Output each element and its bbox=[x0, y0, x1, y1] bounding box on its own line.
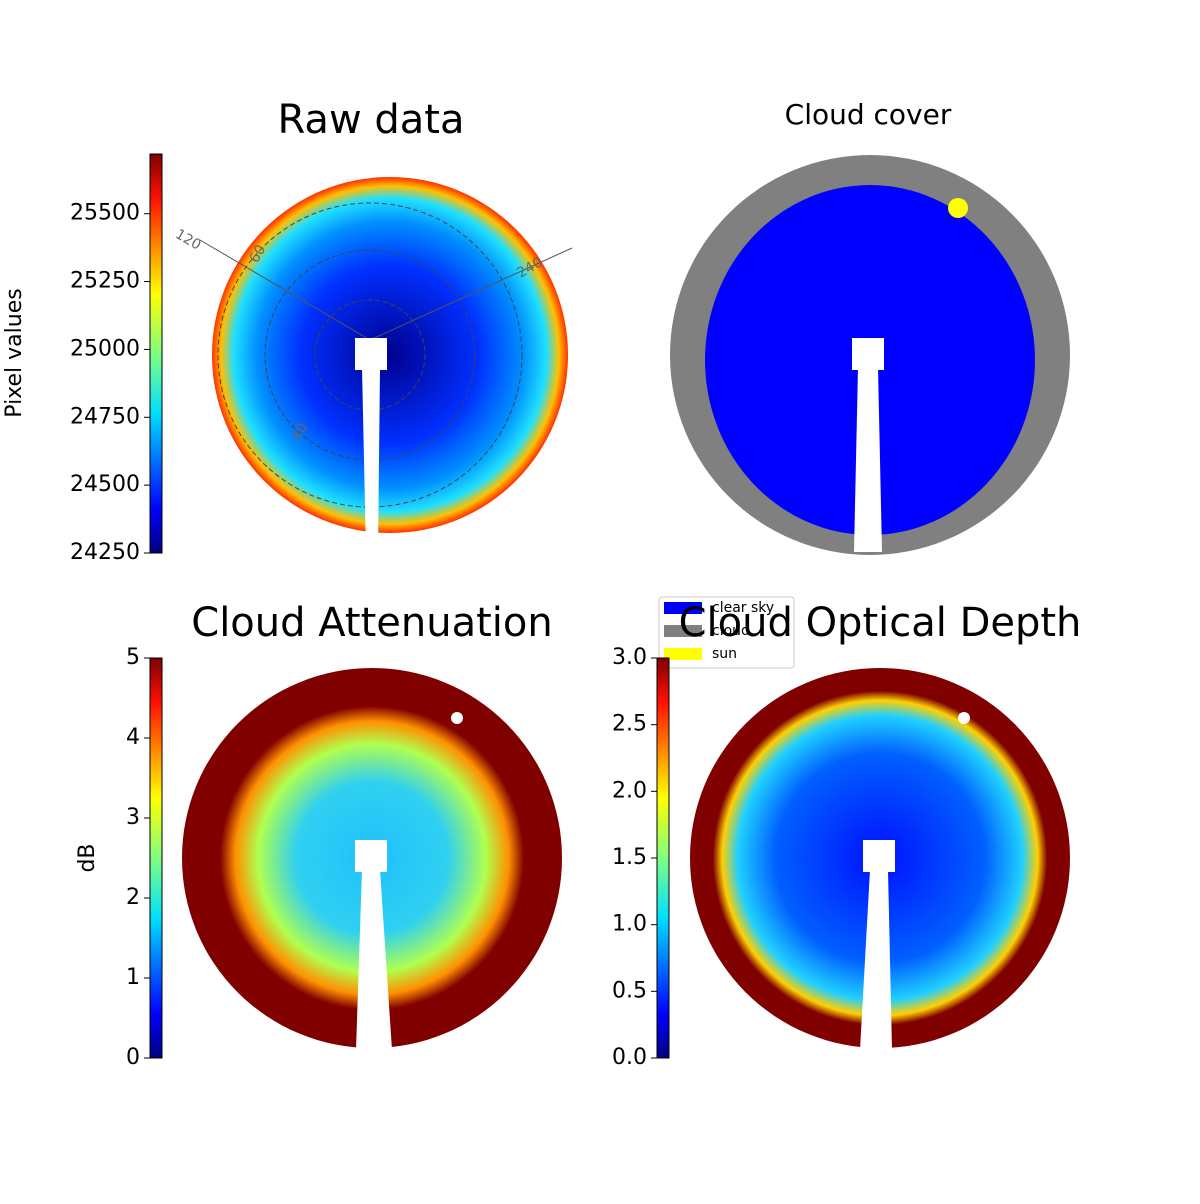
colorbar-label: Pixel values bbox=[2, 288, 27, 417]
raw-image bbox=[212, 177, 568, 533]
colorbar-tick-label: 5 bbox=[126, 645, 140, 670]
panel-title: Cloud Optical Depth bbox=[679, 600, 1082, 646]
sun bbox=[948, 198, 968, 218]
colorbar-tick-label: 24750 bbox=[70, 404, 140, 429]
colorbar-tick-label: 2.5 bbox=[612, 712, 647, 737]
colorbar-label: dB bbox=[75, 843, 100, 872]
polar-annotation: 40 bbox=[289, 420, 312, 443]
masts bbox=[355, 338, 970, 1050]
colorbar-tick-label: 3.0 bbox=[612, 645, 647, 670]
colorbar-tick-label: 1 bbox=[126, 965, 140, 990]
panel-title: Cloud cover bbox=[785, 98, 952, 131]
legend-label: cloud bbox=[712, 623, 750, 639]
colorbar-tick-label: 2 bbox=[126, 885, 140, 910]
colorbar-tick-label: 1.0 bbox=[612, 912, 647, 937]
legend-swatch bbox=[664, 625, 702, 637]
colorbar-tick-label: 0 bbox=[126, 1045, 140, 1070]
polar-annotation: 60 bbox=[247, 242, 270, 265]
colorbar-tick-label: 0.0 bbox=[612, 1045, 647, 1070]
colorbar-tick-label: 25250 bbox=[70, 269, 140, 294]
colorbar-tick-label: 2.0 bbox=[612, 778, 647, 803]
polar-annotation: 120 bbox=[172, 226, 203, 253]
colorbar bbox=[149, 657, 163, 1059]
colorbar bbox=[656, 657, 670, 1059]
sky-images bbox=[182, 155, 1070, 1050]
panel-title: Raw data bbox=[278, 97, 465, 143]
colorbar-tick-label: 1.5 bbox=[612, 845, 647, 870]
legend-swatch bbox=[664, 602, 702, 614]
colorbar-tick-label: 25000 bbox=[70, 336, 140, 361]
colorbar-tick-label: 3 bbox=[126, 805, 140, 830]
colorbar-tick-label: 25500 bbox=[70, 201, 140, 226]
legend-label: sun bbox=[712, 646, 737, 662]
polar-line bbox=[369, 247, 573, 341]
colorbar-tick-label: 24500 bbox=[70, 472, 140, 497]
legend-swatch bbox=[664, 648, 702, 660]
legend-label: clear sky bbox=[712, 600, 774, 616]
colorbar-tick-label: 0.5 bbox=[612, 978, 647, 1003]
colorbar-tick-label: 4 bbox=[126, 725, 140, 750]
colorbar bbox=[149, 153, 163, 554]
colorbar-tick-label: 24250 bbox=[70, 540, 140, 565]
polar-line bbox=[199, 239, 371, 341]
panel-title: Cloud Attenuation bbox=[191, 600, 552, 646]
